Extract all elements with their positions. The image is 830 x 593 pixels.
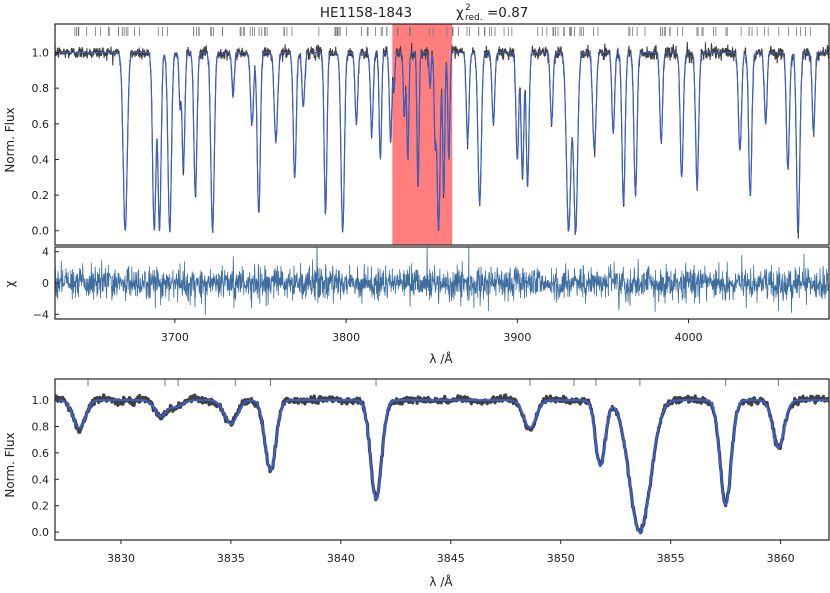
y-tick-label: 0.2	[32, 500, 50, 513]
chart-title: HE1158-1843 χ 2 red. =0.87	[320, 3, 529, 23]
zoom-panel-frame	[54, 378, 830, 541]
title-chi-value: =0.87	[487, 5, 528, 21]
y-tick-label: 0.0	[32, 526, 50, 539]
title-chi-symbol: χ	[456, 5, 464, 21]
zoom-ylabel: Norm. Flux	[3, 432, 17, 497]
x-tick-label: 3835	[217, 552, 245, 565]
top-ylabel: Norm. Flux	[3, 107, 17, 172]
zoom-plot	[55, 379, 829, 535]
y-tick-label: 0.4	[32, 153, 50, 166]
top-panel-frame	[54, 23, 830, 246]
top-spectrum-plot	[55, 24, 829, 245]
x-tick-label: 4000	[675, 331, 703, 344]
y-tick-label: 0.6	[32, 118, 50, 131]
y-tick-label: 0	[42, 277, 49, 290]
y-tick-label: 1.0	[32, 394, 50, 407]
y-tick-label: 4	[42, 246, 49, 259]
x-tick-label: 3830	[107, 552, 135, 565]
observed-flux-line	[55, 393, 829, 535]
title-chi-sup: 2	[465, 3, 471, 13]
x-tick-label: 3845	[437, 552, 465, 565]
y-tick-label: 0.8	[32, 421, 50, 434]
y-tick-label: 0.4	[32, 473, 50, 486]
x-tick-label: 3700	[161, 331, 189, 344]
x-tick-label: 3800	[332, 331, 360, 344]
zoom-xlabel: λ /Å	[429, 574, 453, 589]
y-tick-label: 0.0	[32, 225, 50, 238]
x-tick-label: 3855	[657, 552, 685, 565]
x-tick-label: 3860	[767, 552, 795, 565]
residual-line	[55, 247, 829, 316]
model-flux-line	[55, 399, 829, 534]
y-tick-label: 0.2	[32, 189, 50, 202]
y-tick-label: 0.8	[32, 82, 50, 95]
title-star: HE1158-1843	[320, 5, 412, 21]
x-tick-label: 3850	[547, 552, 575, 565]
title-chi-sub: red.	[465, 13, 483, 23]
y-tick-label: −4	[33, 308, 49, 321]
y-tick-label: 0.6	[32, 447, 50, 460]
x-tick-label: 3840	[327, 552, 355, 565]
x-tick-label: 3900	[503, 331, 531, 344]
model-flux-line	[55, 51, 829, 233]
y-tick-label: 1.0	[32, 47, 50, 60]
residual-xlabel: λ /Å	[429, 351, 453, 366]
residual-ylabel: χ	[3, 280, 17, 287]
residual-plot	[55, 247, 829, 316]
